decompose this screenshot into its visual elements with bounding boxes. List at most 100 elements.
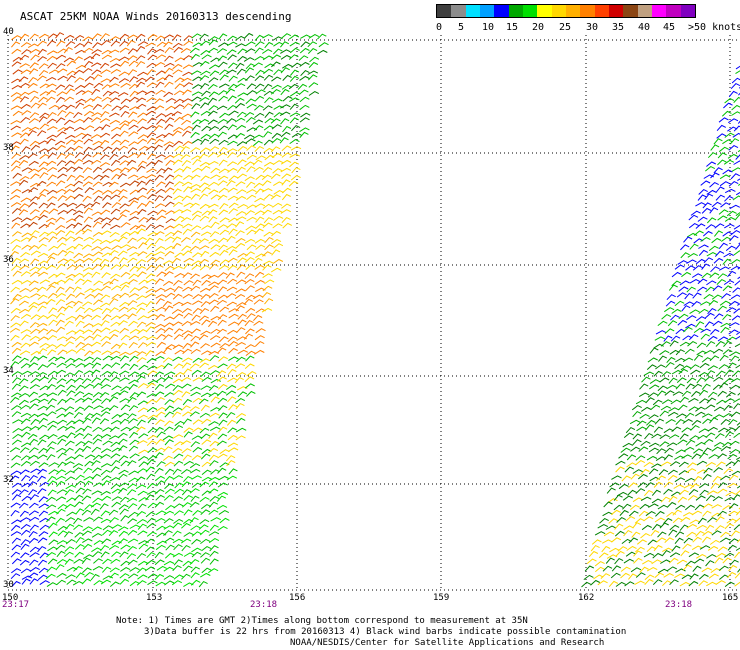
wind-barb xyxy=(711,201,722,208)
wind-barb xyxy=(56,144,66,151)
wind-barb xyxy=(154,278,165,285)
wind-barb xyxy=(54,140,66,146)
wind-barb xyxy=(83,467,93,474)
wind-barb xyxy=(681,271,692,278)
wind-barb xyxy=(91,88,101,96)
wind-barb xyxy=(254,95,265,102)
legend-label: 0 xyxy=(436,22,443,33)
wind-barb xyxy=(91,547,102,553)
wind-barb xyxy=(20,217,32,223)
wind-barb xyxy=(99,418,110,425)
wind-barb xyxy=(55,517,65,524)
wind-barb xyxy=(649,384,660,390)
wind-barb xyxy=(200,293,211,300)
wind-barb xyxy=(164,236,175,242)
wind-barb xyxy=(21,49,32,55)
wind-barb xyxy=(156,118,166,125)
wind-barb xyxy=(155,294,167,299)
wind-barb xyxy=(664,307,675,313)
wind-barb xyxy=(63,189,74,195)
wind-barb xyxy=(190,53,200,61)
wind-barb xyxy=(154,467,164,475)
wind-barb xyxy=(37,355,48,361)
wind-barb xyxy=(12,172,22,179)
wind-barb xyxy=(129,392,139,399)
wind-barb xyxy=(100,154,110,161)
wind-barb xyxy=(38,417,48,424)
wind-barb xyxy=(190,391,201,397)
wind-barb xyxy=(100,544,110,552)
wind-barb xyxy=(182,55,193,61)
wind-barb xyxy=(255,174,266,181)
note-line-2: 3)Data buffer is 22 hrs from 20160313 4)… xyxy=(144,627,627,637)
wind-barb xyxy=(642,560,653,565)
wind-barb xyxy=(670,335,681,342)
wind-barb xyxy=(164,117,175,124)
wind-barb xyxy=(272,223,283,229)
wind-barb xyxy=(200,250,210,258)
wind-barb xyxy=(19,82,30,88)
wind-barb xyxy=(273,41,284,47)
wind-barb xyxy=(182,411,193,417)
wind-barb xyxy=(724,523,735,530)
wind-barb xyxy=(55,32,65,39)
wind-barb xyxy=(210,328,221,334)
wind-barb xyxy=(156,565,167,571)
wind-barb xyxy=(625,426,636,434)
wind-barb xyxy=(173,544,183,551)
wind-barb xyxy=(9,447,21,453)
legend-swatch xyxy=(580,5,595,17)
wind-barb xyxy=(191,210,203,216)
wind-barb xyxy=(37,294,48,300)
wind-barb xyxy=(262,260,274,266)
legend-swatch xyxy=(565,5,581,17)
wind-barb xyxy=(209,558,219,565)
wind-barb xyxy=(126,497,138,503)
wind-barb xyxy=(209,440,220,447)
wind-barb xyxy=(189,501,200,508)
wind-barb xyxy=(108,396,119,403)
wind-barb xyxy=(127,237,137,244)
wind-barb xyxy=(47,252,58,259)
wind-barb xyxy=(675,383,685,390)
wind-barb xyxy=(20,116,31,123)
wind-barb xyxy=(625,516,636,522)
wind-barb xyxy=(126,489,137,496)
wind-barb xyxy=(147,117,157,124)
wind-barb xyxy=(219,306,230,313)
wind-barb xyxy=(725,427,736,433)
wind-barb xyxy=(181,448,192,454)
wind-barb xyxy=(101,538,112,545)
wind-barb xyxy=(245,285,255,292)
wind-barb xyxy=(163,280,174,287)
wind-barb xyxy=(200,50,211,56)
wind-barb xyxy=(645,397,655,404)
wind-barb xyxy=(189,321,201,326)
wind-barb xyxy=(272,168,283,174)
wind-barb xyxy=(29,559,39,566)
wind-barb xyxy=(246,313,256,320)
wind-barb xyxy=(191,475,202,480)
wind-barb xyxy=(254,83,265,90)
wind-barb xyxy=(137,383,148,389)
wind-barb xyxy=(30,250,41,256)
wind-barb xyxy=(706,340,716,348)
wind-barb xyxy=(73,377,84,383)
wind-barb xyxy=(246,229,257,236)
wind-barb xyxy=(640,533,651,539)
wind-barb xyxy=(675,418,685,425)
wind-barb xyxy=(227,278,238,285)
wind-barb xyxy=(154,264,164,271)
wind-barb xyxy=(637,482,648,488)
wind-barb xyxy=(83,82,94,89)
wind-barb xyxy=(82,279,92,286)
wind-barb xyxy=(201,376,212,382)
wind-barb xyxy=(192,446,203,453)
wind-barb xyxy=(36,412,48,418)
wind-barb xyxy=(145,42,156,48)
wind-barb xyxy=(30,418,40,425)
wind-barb xyxy=(190,131,200,138)
wind-barb xyxy=(210,174,221,180)
wind-barb xyxy=(672,509,682,516)
wind-barb xyxy=(717,159,727,166)
